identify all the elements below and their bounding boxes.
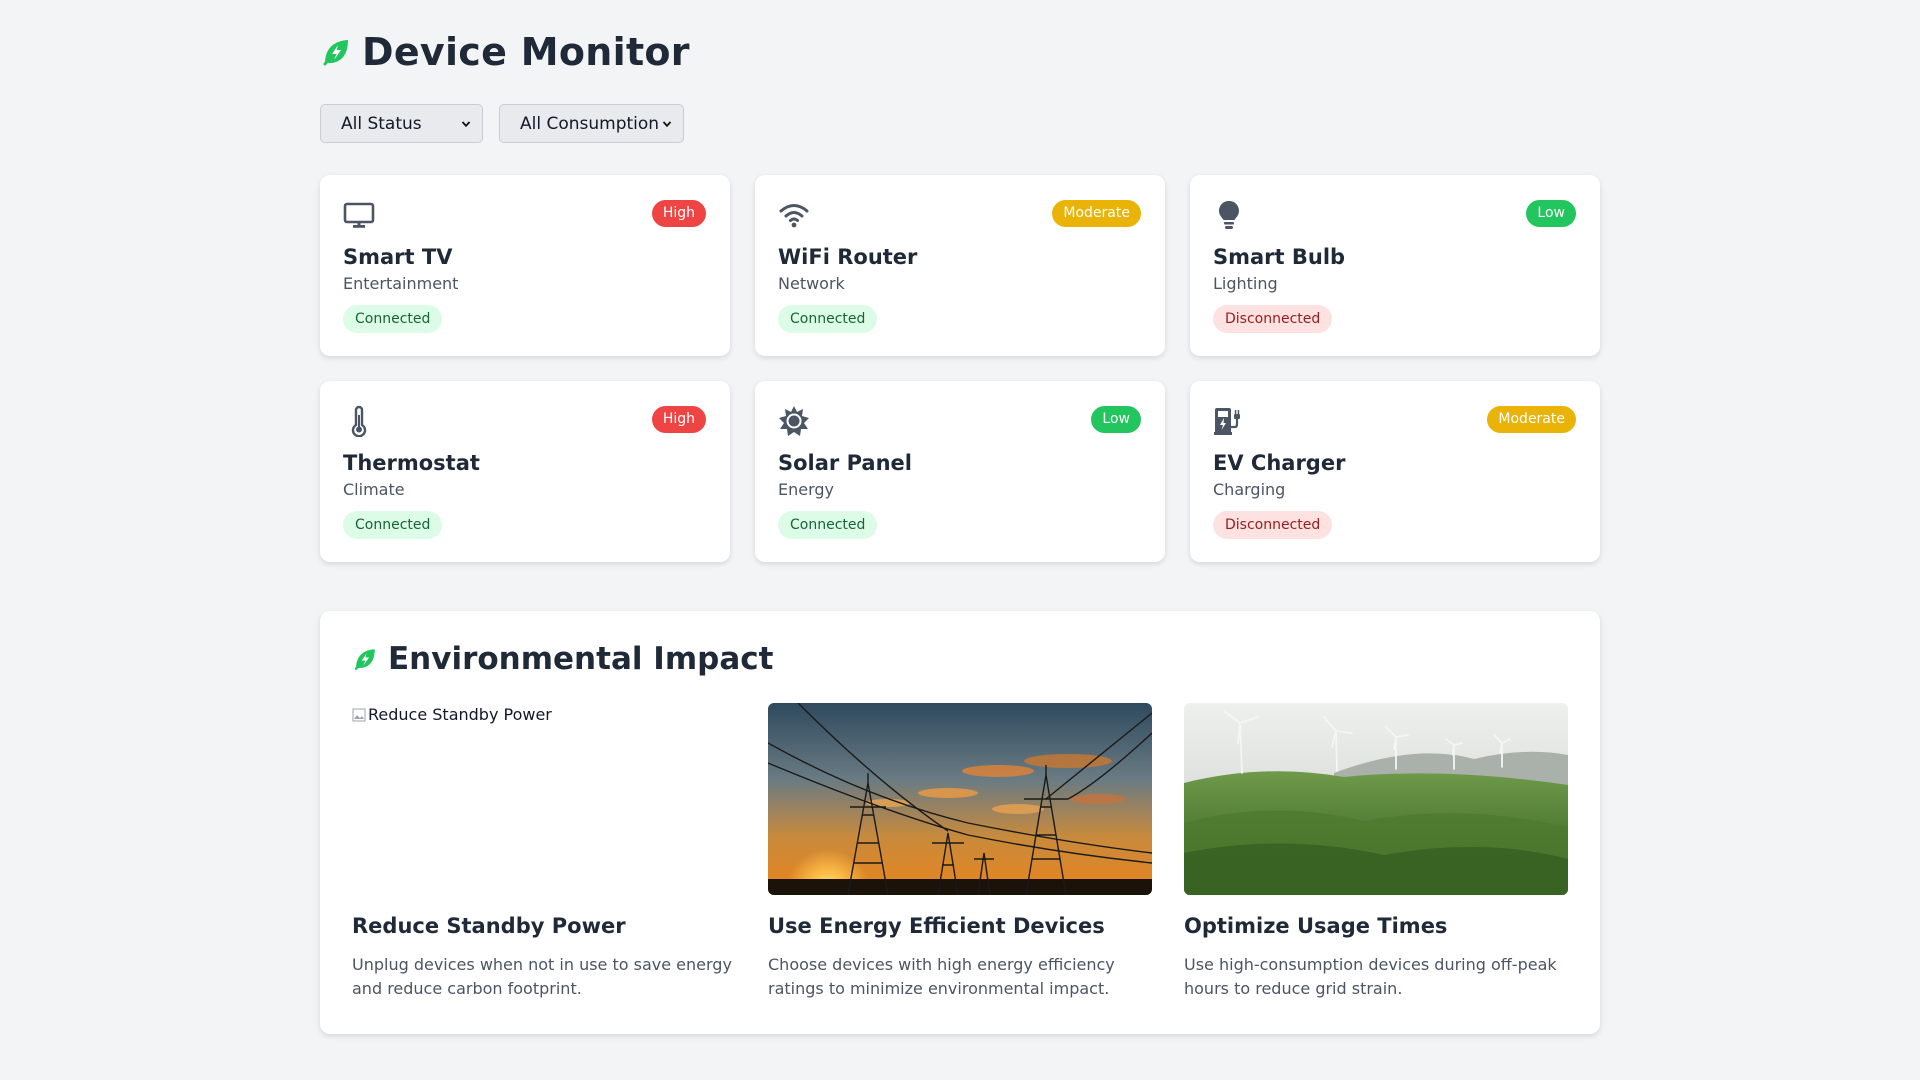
wind-turbines-hills-image (1184, 703, 1568, 895)
leaf-bolt-icon (354, 649, 375, 670)
device-category: Climate (343, 480, 405, 499)
device-category: Network (778, 274, 845, 293)
thermometer-icon (351, 405, 367, 437)
status-badge: Connected (343, 305, 443, 333)
device-card[interactable]: High Thermostat Climate Connected (320, 381, 730, 562)
status-badge: Connected (778, 305, 878, 333)
device-category: Charging (1213, 480, 1286, 499)
device-card[interactable]: Moderate WiFi Router Network Connected (755, 175, 1165, 356)
status-badge: Connected (343, 511, 443, 539)
tip-description: Choose devices with high energy efficien… (768, 955, 1115, 998)
device-category: Lighting (1213, 274, 1278, 293)
device-name: EV Charger (1213, 451, 1346, 475)
consumption-badge: Low (1091, 406, 1141, 433)
consumption-badge: Moderate (1052, 200, 1141, 227)
monitor-icon (343, 202, 375, 228)
consumption-badge: Moderate (1487, 406, 1576, 433)
tip-title: Use Energy Efficient Devices (768, 914, 1105, 938)
device-card[interactable]: High Smart TV Entertainment Connected (320, 175, 730, 356)
tip-title: Reduce Standby Power (352, 914, 626, 938)
tip-image: Reduce Standby Power (352, 703, 736, 895)
status-badge: Disconnected (1213, 511, 1333, 539)
consumption-badge: High (651, 406, 706, 433)
consumption-filter-value: All Consumption (520, 113, 660, 134)
power-lines-sunset-image (768, 703, 1152, 895)
broken-image-placeholder: Reduce Standby Power (352, 703, 736, 724)
consumption-badge: Low (1526, 200, 1576, 227)
device-name: Thermostat (343, 451, 480, 475)
page-title: Device Monitor (362, 30, 690, 74)
lightbulb-icon (1219, 201, 1239, 229)
tip-image (1184, 703, 1568, 895)
consumption-badge: High (651, 200, 706, 227)
chevron-down-icon (461, 121, 471, 128)
status-filter-value: All Status (341, 113, 422, 134)
device-category: Entertainment (343, 274, 459, 293)
sun-icon (779, 406, 809, 436)
ev-charger-icon (1214, 408, 1240, 435)
tip-description: Use high-consumption devices during off-… (1184, 955, 1557, 998)
consumption-filter-select[interactable]: All Consumption (499, 104, 684, 143)
device-name: WiFi Router (778, 245, 918, 269)
tip-description: Unplug devices when not in use to save e… (352, 955, 732, 998)
tip-title: Optimize Usage Times (1184, 914, 1448, 938)
status-filter-select[interactable]: All Status (320, 104, 483, 143)
device-category: Energy (778, 480, 835, 499)
environmental-impact-panel: Environmental Impact Reduce Standby Powe… (320, 611, 1600, 1034)
tip-card: Use Energy Efficient Devices Choose devi… (768, 703, 1152, 1001)
wifi-icon (779, 204, 809, 228)
filter-bar: All Status All Consumption (320, 104, 1600, 143)
status-badge: Disconnected (1213, 305, 1333, 333)
device-card[interactable]: Low Smart Bulb Lighting Disconnected (1190, 175, 1600, 356)
tip-image (768, 703, 1152, 895)
section-title: Environmental Impact (388, 641, 774, 677)
environmental-impact-header: Environmental Impact (352, 641, 773, 677)
image-alt-text: Reduce Standby Power (368, 705, 552, 724)
page-container: Device Monitor All Status All Consumptio… (320, 0, 1600, 567)
device-card[interactable]: Low Solar Panel Energy Connected (755, 381, 1165, 562)
device-name: Smart Bulb (1213, 245, 1346, 269)
status-badge: Connected (778, 511, 878, 539)
page-header: Device Monitor (320, 26, 1600, 78)
broken-image-icon (352, 708, 366, 721)
device-grid: High Smart TV Entertainment Connected Mo… (320, 175, 1600, 567)
tip-card: Reduce Standby Power Reduce Standby Powe… (352, 703, 736, 1001)
chevron-down-icon (662, 121, 672, 128)
device-card[interactable]: Moderate EV Charger Charging Disconnecte… (1190, 381, 1600, 562)
device-name: Smart TV (343, 245, 453, 269)
device-name: Solar Panel (778, 451, 912, 475)
tip-card: Optimize Usage Times Use high-consumptio… (1184, 703, 1568, 1001)
leaf-bolt-icon (323, 40, 348, 66)
